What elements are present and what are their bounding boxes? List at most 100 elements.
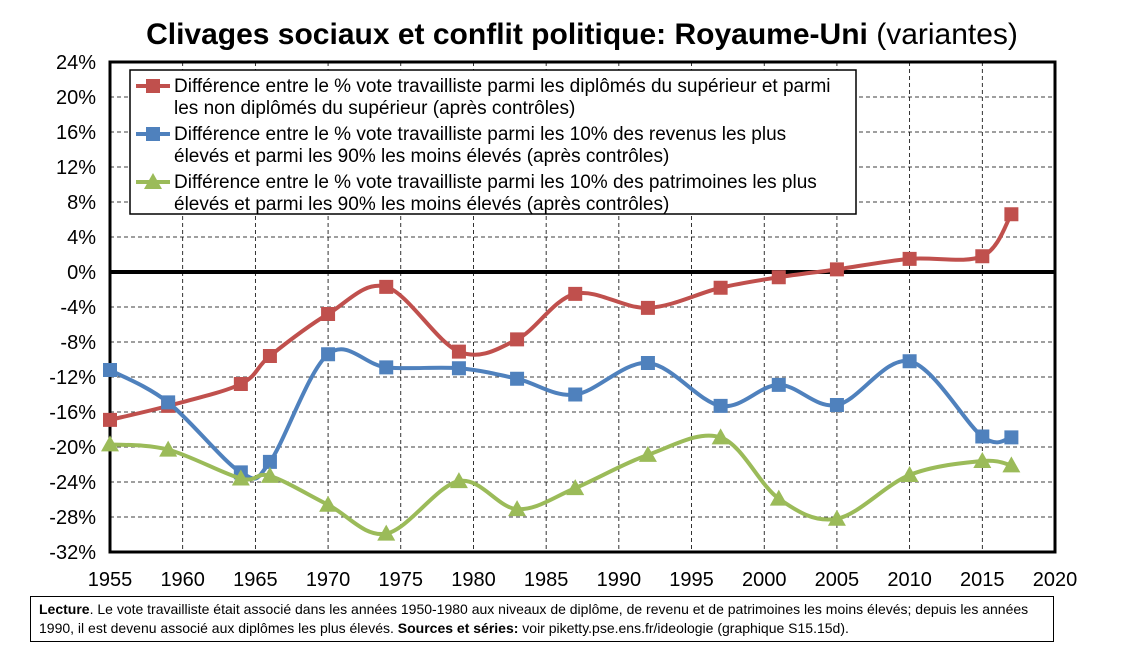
legend: Différence entre le % vote travailliste …: [129, 69, 857, 215]
x-tick-label: 1985: [524, 569, 569, 591]
data-point: [713, 280, 728, 295]
data-point: [159, 440, 178, 457]
data-point: [103, 363, 117, 377]
legend-label: Différence entre le % vote travailliste …: [174, 124, 786, 167]
data-point: [827, 509, 846, 526]
data-point: [262, 454, 277, 469]
data-point: [713, 398, 728, 413]
data-point: [638, 445, 657, 462]
y-tick-label: 24%: [56, 52, 96, 74]
data-point: [379, 279, 394, 294]
data-point: [321, 347, 336, 362]
data-point: [101, 435, 119, 452]
data-point: [510, 332, 525, 347]
y-tick-label: -16%: [49, 402, 96, 424]
x-tick-label: 1990: [597, 569, 642, 591]
series-2: [103, 347, 1019, 481]
y-tick-label: 0%: [67, 262, 96, 284]
x-tick-label: 2010: [887, 569, 932, 591]
data-point: [829, 398, 844, 412]
data-point: [900, 466, 919, 482]
legend-swatch-marker: [146, 127, 160, 141]
series-1: [103, 207, 1019, 427]
data-point: [451, 361, 466, 376]
data-point: [321, 307, 336, 321]
data-point: [377, 524, 396, 541]
note-sources-text: voir piketty.pse.ens.fr/ideologie (graph…: [518, 620, 849, 636]
y-tick-label: -8%: [60, 332, 96, 354]
data-point: [449, 472, 468, 489]
chart-title-main: Clivages sociaux et conflit politique: R…: [146, 18, 868, 51]
data-point: [508, 500, 527, 517]
legend-swatch-marker: [146, 79, 160, 93]
reading-note: Lecture. Le vote travailliste était asso…: [30, 596, 1054, 642]
note-lead-text: . Le vote travailliste était associé dan…: [39, 601, 1029, 636]
y-tick-label: 12%: [56, 157, 96, 179]
data-point: [902, 251, 917, 266]
x-tick-label: 1970: [306, 569, 351, 591]
legend-swatch-marker: [144, 173, 162, 189]
y-tick-label: -20%: [49, 437, 96, 459]
data-point: [769, 489, 788, 506]
series-line: [109, 347, 1012, 481]
data-point: [1004, 207, 1019, 222]
x-tick-label: 1960: [160, 569, 205, 591]
data-point: [566, 479, 585, 496]
note-lead-label: Lecture: [39, 601, 90, 617]
chart-title: Clivages sociaux et conflit politique: R…: [0, 18, 1124, 52]
y-tick-label: -12%: [49, 367, 96, 389]
y-tick-label: -24%: [49, 472, 96, 494]
legend-label: Différence entre le % vote travailliste …: [174, 76, 831, 119]
note-sources-label: Sources et séries:: [397, 620, 519, 636]
x-tick-label: 2005: [815, 569, 860, 591]
plot-frame: [108, 60, 1057, 554]
data-point: [568, 387, 583, 402]
data-point: [771, 377, 786, 392]
data-point: [568, 286, 583, 301]
chart-subtitle: (variantes): [876, 18, 1018, 51]
y-tick-label: -28%: [49, 507, 96, 529]
data-point: [161, 395, 176, 410]
data-point: [233, 377, 248, 391]
data-point: [973, 452, 992, 468]
y-tick-label: -32%: [49, 542, 96, 564]
y-tick-label: 8%: [67, 192, 96, 214]
data-point: [262, 349, 277, 363]
legend-item-2: Différence entre le % vote travailliste …: [136, 124, 786, 167]
series-line: [109, 433, 1012, 536]
data-point: [260, 466, 279, 483]
series-layer: [101, 207, 1021, 541]
x-tick-label: 2020: [1033, 569, 1078, 591]
x-tick-label: 1955: [88, 569, 133, 591]
data-point: [640, 300, 655, 315]
data-point: [103, 412, 117, 427]
x-tick-label: 2000: [742, 569, 787, 591]
series-3: [101, 428, 1021, 541]
x-tick-label: 1975: [379, 569, 424, 591]
legend-label: Différence entre le % vote travailliste …: [174, 172, 817, 215]
data-point: [771, 270, 786, 285]
y-axis-tick-labels: 24% 20% 16% 12% 8% 4% 0% -4% -8% -12% -16% -20% -24%…: [49, 52, 96, 564]
data-point: [975, 429, 990, 444]
legend-item-1: Différence entre le % vote travailliste …: [136, 76, 831, 119]
data-point: [451, 344, 466, 359]
data-point: [711, 428, 730, 445]
data-point: [319, 495, 338, 512]
data-point: [640, 356, 655, 370]
data-point: [902, 354, 917, 369]
x-tick-label: 1980: [451, 569, 496, 591]
y-tick-label: 4%: [67, 227, 96, 249]
data-point: [510, 371, 525, 386]
x-tick-label: 1965: [233, 569, 278, 591]
series-line: [109, 213, 1014, 422]
chart-plot: 24% 20% 16% 12% 8% 4% 0% -4% -8% -12% -16% -20% -24%…: [49, 52, 1078, 591]
data-point: [975, 249, 990, 264]
data-point: [231, 469, 250, 486]
y-tick-label: 16%: [56, 122, 96, 144]
data-point: [1004, 430, 1019, 445]
y-tick-label: -4%: [60, 297, 96, 319]
x-tick-label: 2015: [960, 569, 1005, 591]
legend-box: [129, 69, 857, 215]
x-tick-label: 1995: [669, 569, 714, 591]
legend-item-3: Différence entre le % vote travailliste …: [136, 172, 817, 215]
